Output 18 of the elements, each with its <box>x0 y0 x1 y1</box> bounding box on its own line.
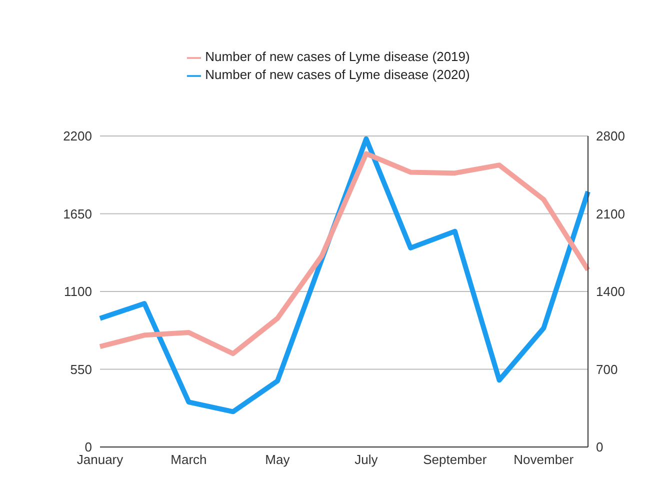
y2-tick-label: 2800 <box>596 128 625 144</box>
y2-tick-label: 2100 <box>596 206 625 222</box>
legend-label: Number of new cases of Lyme disease (2020) <box>205 67 470 82</box>
y2-tick-label: 0 <box>596 440 604 455</box>
x-tick-label: July <box>354 452 378 468</box>
y-tick-label: 2200 <box>63 128 92 144</box>
x-tick-label: September <box>423 452 488 468</box>
y-tick-label: 0 <box>84 440 92 455</box>
legend-label: Number of new cases of Lyme disease (2019) <box>205 49 470 64</box>
x-tick-label: November <box>514 452 574 468</box>
y-tick-label: 1650 <box>63 206 92 222</box>
y-tick-label: 550 <box>70 362 92 377</box>
y2-tick-label: 700 <box>596 362 618 377</box>
x-tick-label: May <box>265 452 290 468</box>
y2-tick-label: 1400 <box>596 284 625 300</box>
x-tick-label: March <box>170 452 207 468</box>
y-tick-label: 1100 <box>64 284 92 300</box>
x-tick-label: January <box>76 452 124 468</box>
